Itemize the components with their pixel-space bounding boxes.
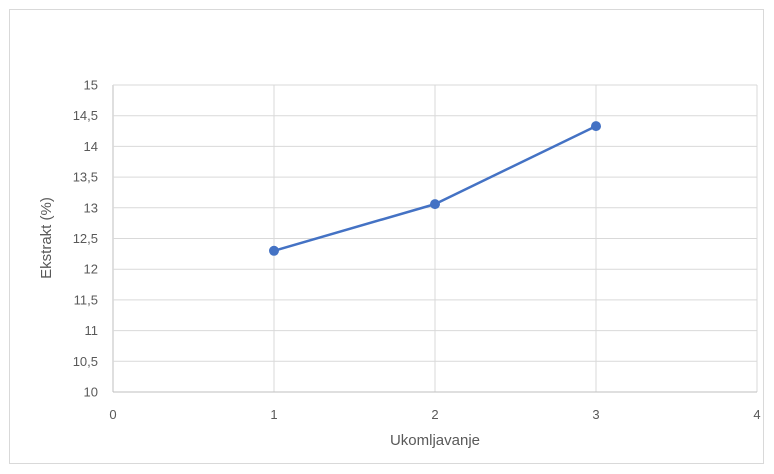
y-tick-label: 10 — [84, 385, 98, 400]
y-axis-title: Ekstrakt (%) — [38, 197, 55, 279]
x-tick-label: 4 — [753, 407, 760, 422]
x-axis-tick-labels: 0 1 2 3 4 — [109, 407, 760, 422]
y-tick-label: 11 — [85, 323, 99, 338]
y-tick-label: 14,5 — [73, 108, 98, 123]
data-point — [270, 246, 279, 255]
data-point — [431, 200, 440, 209]
y-tick-label: 13,5 — [73, 170, 98, 185]
x-tick-label: 0 — [109, 407, 116, 422]
y-tick-label: 12 — [84, 262, 98, 277]
x-axis-title: Ukomljavanje — [390, 432, 480, 449]
y-tick-label: 11,5 — [74, 292, 98, 307]
y-tick-label: 14 — [84, 139, 98, 154]
x-tick-label: 1 — [270, 407, 277, 422]
y-tick-label: 12,5 — [73, 231, 98, 246]
x-tick-label: 3 — [592, 407, 599, 422]
x-tick-label: 2 — [431, 407, 438, 422]
data-point — [592, 122, 601, 131]
y-tick-label: 15 — [84, 78, 98, 93]
y-tick-label: 10,5 — [73, 354, 98, 369]
y-axis-tick-labels: 10 10,5 11 11,5 12 12,5 13 13,5 14 14,5 15 — [73, 78, 98, 400]
y-tick-label: 13 — [84, 200, 98, 215]
